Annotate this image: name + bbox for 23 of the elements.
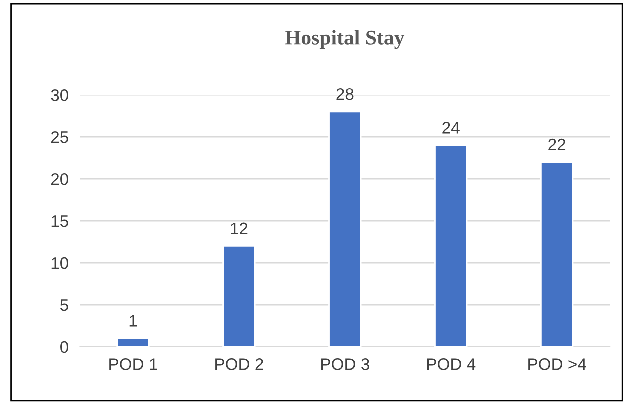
data-label: 24: [442, 122, 460, 134]
y-tick-label: 10: [52, 257, 68, 270]
bar: [540, 162, 574, 347]
bar: [116, 338, 150, 347]
data-label: 12: [231, 222, 248, 234]
x-tick-label: POD 2: [216, 358, 264, 370]
y-tick-label: 15: [52, 216, 68, 228]
x-tick-label: POD 3: [322, 358, 370, 370]
data-label: 28: [336, 88, 354, 100]
bar: [434, 144, 468, 347]
y-tick-label: 5: [60, 300, 68, 312]
y-tick-label: 25: [51, 131, 68, 144]
bar: [328, 111, 362, 347]
chart-title: Hospital Stay: [285, 30, 405, 50]
y-tick-label: 0: [60, 341, 68, 354]
x-tick-label: POD 1: [110, 358, 158, 370]
bar: [222, 246, 256, 347]
y-tick-label: 30: [51, 90, 68, 102]
x-tick-label: POD >4: [528, 358, 586, 370]
y-tick-label: 20: [51, 173, 68, 186]
data-label: 22: [548, 138, 566, 150]
x-tick-label: POD 4: [427, 358, 476, 370]
data-label: 1: [130, 315, 138, 327]
